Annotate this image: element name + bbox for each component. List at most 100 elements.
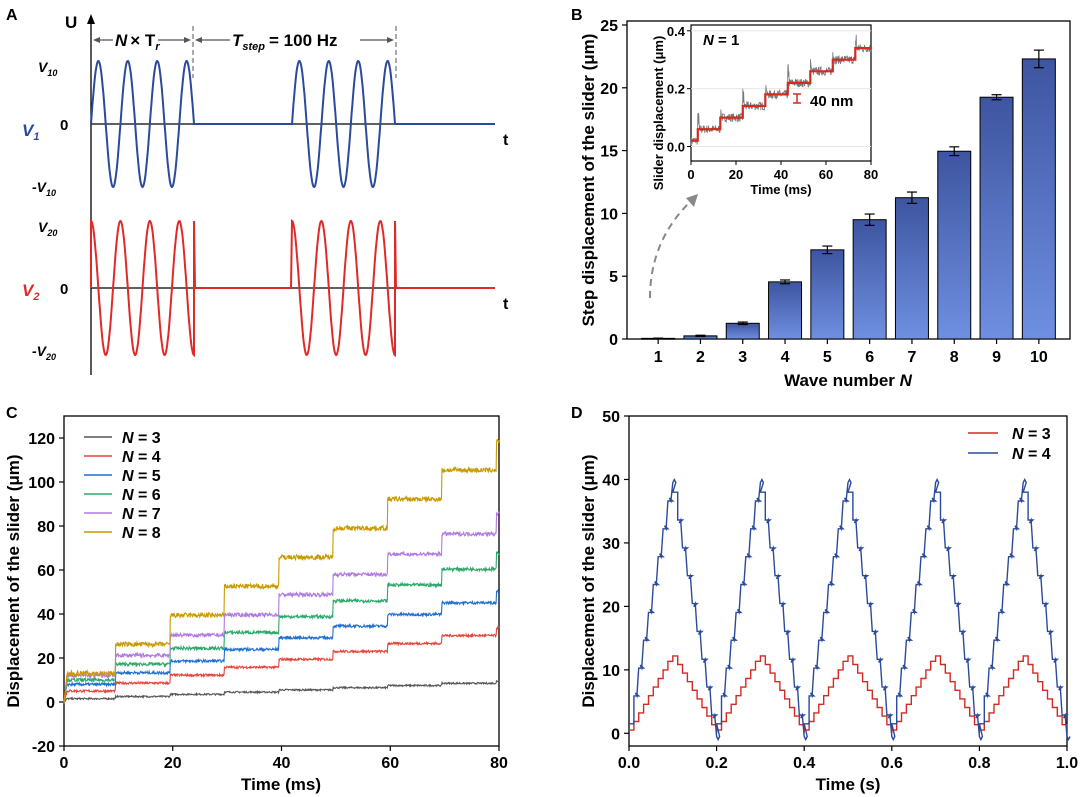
panel-label-b: B — [571, 7, 583, 24]
b-curved-arrow — [649, 199, 693, 299]
b-bar — [894, 197, 929, 340]
a-v1-wave — [90, 59, 495, 189]
c-lines — [63, 438, 500, 704]
a-u-arrow-icon — [87, 14, 95, 24]
c-ytick-label: 0 — [46, 695, 55, 712]
c-ytick-label: 100 — [28, 475, 55, 492]
b-bar — [1021, 58, 1056, 340]
a-arrow-left-icon — [93, 37, 100, 43]
panel-d-line-chart: 0.0 0.2 0.4 0.6 0.8 1.0 0 10 20 30 40 50 N = 3 N = 4… — [579, 409, 1078, 794]
b-xtick-label: 4 — [781, 349, 790, 366]
d-ytick-label: 40 — [602, 472, 620, 489]
d-x-axis-label: Time (s) — [816, 775, 881, 794]
d-xtick-label: 0.0 — [618, 755, 640, 772]
b-bar — [937, 150, 972, 340]
a-u-label: U — [65, 13, 77, 32]
d-plot-frame — [628, 415, 1068, 747]
a-v2-label: V2 — [22, 281, 39, 303]
c-legend-label: N = 4 — [122, 449, 161, 466]
d-ytick-label: 30 — [602, 536, 620, 553]
b-xtick-label: 1 — [654, 349, 663, 366]
c-legend-label: N = 3 — [122, 430, 161, 447]
b-plot-frame — [626, 20, 1071, 340]
b-inset-step-fit — [691, 47, 871, 142]
b-ytick-label: 20 — [600, 81, 618, 98]
d-legend-label: N = 3 — [1012, 426, 1051, 443]
c-ytick-label: 40 — [37, 607, 55, 624]
d-ytick-label: 50 — [602, 409, 620, 426]
b-ytick-label: 5 — [609, 269, 618, 286]
a-v1-neg-tick: -V10 — [32, 179, 56, 198]
d-series-line — [629, 478, 1071, 742]
c-series-line — [63, 509, 500, 704]
b-x-axis-label: Wave number N — [784, 371, 913, 390]
panel-b-bar-chart: 0 5 10 15 20 25 1 2 3 4 5 6 7 8 9 10 Wave number N Ste… — [579, 18, 1071, 390]
d-ytick-label: 20 — [602, 599, 620, 616]
b-bar — [979, 96, 1014, 340]
b-inset-xtick-label: 80 — [864, 167, 878, 182]
c-ytick-label: -20 — [32, 739, 55, 756]
c-legend: N = 3 N = 4 N = 5 N = 6 N = 7 N = 8 — [84, 430, 161, 542]
c-ticks: 0 20 40 60 80 -20 0 20 40 60 80 100 120 — [28, 431, 508, 772]
b-xtick-label: 6 — [865, 349, 874, 366]
b-inset-grid — [691, 30, 871, 148]
b-y-axis-label: Step displacement of the slider (μm) — [579, 34, 598, 327]
a-annotation-tstep: Tstep = 100 Hz — [232, 31, 338, 53]
b-inset-n-label: N = 1 — [703, 32, 739, 49]
b-ytick-label: 10 — [600, 206, 618, 223]
d-xtick-label: 0.2 — [705, 755, 727, 772]
b-inset-ticks: 0 20 40 60 80 0.0 0.2 0.4 — [667, 24, 878, 182]
b-ytick-label: 0 — [609, 332, 618, 349]
c-xtick-label: 40 — [273, 755, 291, 772]
b-inset-ytick-label: 0.4 — [667, 24, 686, 39]
b-curved-arrow-head-icon — [686, 194, 698, 207]
c-xtick-label: 20 — [164, 755, 182, 772]
b-xtick-label: 7 — [907, 349, 916, 366]
c-legend-label: N = 5 — [122, 468, 161, 485]
c-xtick-label: 80 — [490, 755, 508, 772]
a-v1-zero-tick: 0 — [60, 117, 68, 134]
a-arrow-left2-icon — [195, 37, 202, 43]
b-inset-annotation: 40 nm — [810, 93, 853, 110]
a-arrow-right-icon — [184, 37, 191, 43]
b-inset-y-label: Slider displacement (μm) — [651, 36, 666, 191]
d-ticks: 0.0 0.2 0.4 0.6 0.8 1.0 0 10 20 30 40 50 — [602, 409, 1078, 772]
panel-a-waveforms: U t t N × Tr Tstep = 100 Hz V1 V10 0 -V10 … — [22, 13, 509, 375]
a-v2-pos-tick: V20 — [38, 219, 57, 238]
a-v2-neg-tick: -V20 — [32, 343, 56, 362]
a-arrow-right2-icon — [387, 37, 394, 43]
a-v1-label: V1 — [22, 121, 39, 143]
panel-label-a: A — [6, 7, 18, 24]
b-inset-xtick-label: 40 — [774, 167, 788, 182]
a-t2-label: t — [503, 296, 509, 313]
b-ytick-label: 25 — [600, 18, 618, 35]
b-inset-ytick-label: 0.2 — [667, 82, 685, 97]
d-ytick-label: 0 — [611, 726, 620, 743]
b-x-ticks: 1 2 3 4 5 6 7 8 9 10 — [654, 339, 1048, 366]
a-t1-label: t — [503, 132, 509, 149]
a-v1-pos-tick: V10 — [38, 59, 57, 78]
c-ytick-label: 120 — [28, 431, 55, 448]
d-series-line — [629, 655, 1068, 734]
c-xtick-label: 0 — [60, 755, 69, 772]
b-xtick-label: 3 — [738, 349, 747, 366]
d-legend-label: N = 4 — [1012, 446, 1051, 463]
b-ytick-label: 15 — [600, 144, 618, 161]
b-inset-ytick-label: 0.0 — [667, 140, 685, 155]
c-ytick-label: 60 — [37, 563, 55, 580]
c-xtick-label: 60 — [381, 755, 399, 772]
d-legend: N = 3 N = 4 — [968, 426, 1051, 463]
c-series-line — [63, 438, 500, 703]
b-inset-xtick-label: 60 — [819, 167, 833, 182]
c-series-line — [63, 550, 500, 703]
b-bar — [810, 249, 845, 340]
d-xtick-label: 0.6 — [881, 755, 903, 772]
b-inset-frame — [690, 24, 872, 162]
a-v2-zero-tick: 0 — [60, 281, 68, 298]
c-series-line — [63, 679, 500, 703]
b-bar — [852, 219, 887, 340]
d-y-axis-label: Displacement of the slider (μm) — [579, 454, 598, 707]
c-series-line — [63, 626, 500, 704]
